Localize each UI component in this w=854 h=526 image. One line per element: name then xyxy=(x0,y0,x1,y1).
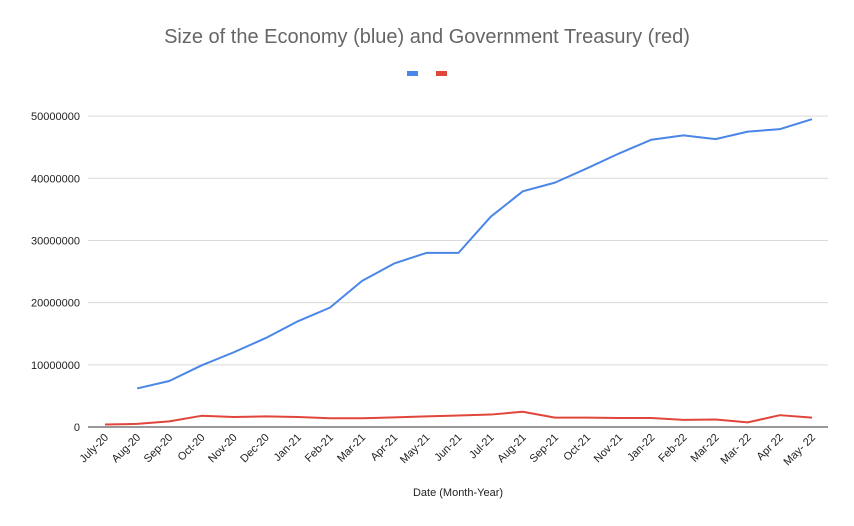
x-tick-label: Feb-22 xyxy=(656,432,689,465)
x-tick-label: Apr-21 xyxy=(369,432,401,464)
y-tick-label: 50000000 xyxy=(31,111,80,123)
x-tick-label: Aug-20 xyxy=(110,432,144,466)
x-axis-label: Date (Month-Year) xyxy=(413,487,503,499)
y-tick-label: 0 xyxy=(74,422,80,434)
x-tick-label: Mar- 22 xyxy=(719,432,754,467)
x-tick-label: Mar-21 xyxy=(335,432,368,465)
y-axis: 0 10000000 20000000 30000000 40000000 5000000… xyxy=(31,111,80,434)
x-tick-label: Jan-22 xyxy=(625,432,657,464)
x-tick-label: Nov-20 xyxy=(206,432,240,466)
y-tick-label: 30000000 xyxy=(31,235,80,247)
x-tick-label: May-21 xyxy=(398,432,432,466)
x-tick-label: Sep-21 xyxy=(527,432,561,466)
legend xyxy=(407,71,447,76)
x-tick-label: Jan-21 xyxy=(272,432,304,464)
x-tick-label: Feb-21 xyxy=(303,432,336,465)
x-tick-label: May- 22 xyxy=(782,432,819,469)
x-tick-label: Oct-21 xyxy=(561,432,593,464)
y-tick-label: 40000000 xyxy=(31,173,80,185)
gridlines xyxy=(88,115,828,428)
y-tick-label: 20000000 xyxy=(31,298,80,310)
x-tick-label: Jun-21 xyxy=(432,432,464,464)
series-line-2 xyxy=(104,410,813,426)
x-tick-label: Aug-21 xyxy=(495,432,529,466)
x-tick-label: Dec-20 xyxy=(238,432,272,466)
x-tick-label: Mar-22 xyxy=(689,432,722,465)
x-tick-label: Oct-20 xyxy=(176,432,208,464)
x-tick-label: July-20 xyxy=(78,432,112,466)
legend-swatch-2 xyxy=(436,71,447,76)
y-tick-label: 10000000 xyxy=(31,360,80,372)
legend-swatch-1 xyxy=(407,71,418,76)
series-line-1 xyxy=(136,118,813,390)
x-tick-label: Jul-21 xyxy=(467,432,497,462)
series-layer xyxy=(104,118,813,426)
x-tick-label: Apr 22 xyxy=(755,432,786,463)
x-tick-label: Nov-21 xyxy=(592,432,626,466)
x-tick-label: Sep-20 xyxy=(142,432,176,466)
chart-title: Size of the Economy (blue) and Governmen… xyxy=(164,26,690,48)
